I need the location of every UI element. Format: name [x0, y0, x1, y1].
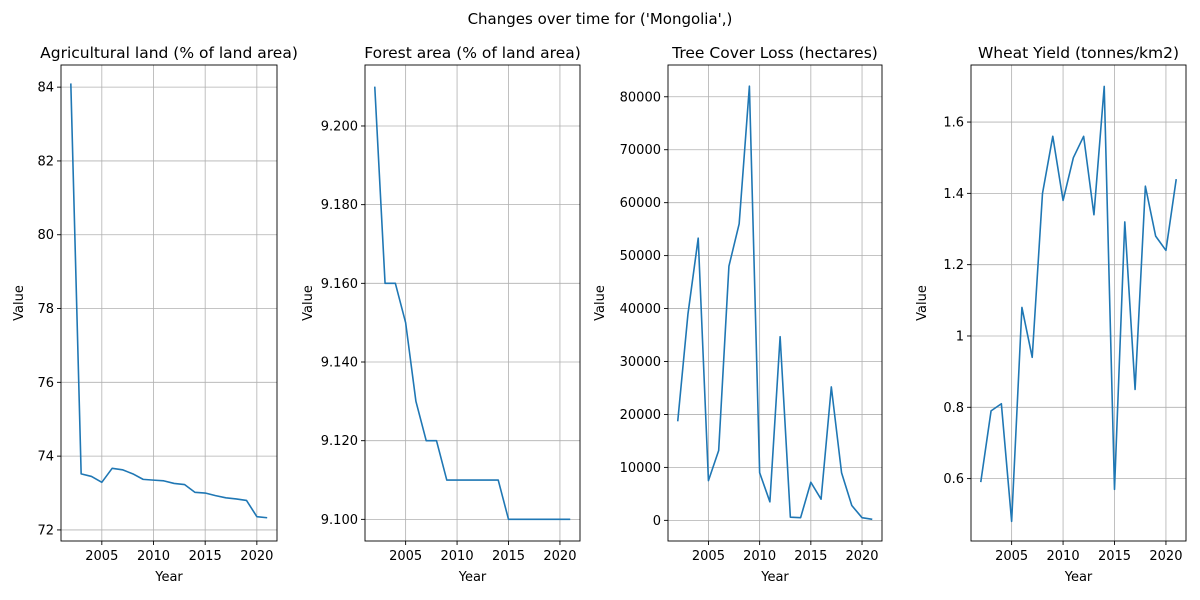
- y-tick-label: 9.160: [321, 277, 358, 292]
- y-tick-label: 9.100: [321, 513, 358, 528]
- y-tick-label: 9.200: [321, 119, 358, 134]
- subplot-title: Forest area (% of land area): [364, 44, 581, 62]
- x-tick-label: 2020: [240, 549, 273, 564]
- series-line: [979, 85, 1178, 523]
- y-axis-label: Value: [593, 285, 608, 321]
- series-line: [70, 83, 268, 519]
- subplots: 2005 2010 2015 2020 72 74 76 78 80 82 84 Agricultur…: [12, 44, 1187, 585]
- y-tick-label: 1.2: [943, 258, 964, 273]
- y-axis-label: Value: [301, 285, 316, 321]
- x-tick-label: 2005: [692, 549, 725, 564]
- y-tick-label: 1.6: [943, 116, 964, 131]
- gridlines: [61, 65, 277, 541]
- y-tick-label: 1: [956, 329, 964, 344]
- y-tick-label: 80000: [620, 90, 661, 105]
- axes-frame: [364, 64, 581, 542]
- x-tick-label: 2020: [845, 549, 878, 564]
- y-tick-label: 60000: [620, 196, 661, 211]
- y-tick-label: 30000: [620, 355, 661, 370]
- y-tick-label: 0: [653, 514, 661, 529]
- x-tick-label: 2005: [85, 549, 118, 564]
- y-tick-label: 9.120: [321, 434, 358, 449]
- subplot-2: 2005 2010 2015 2020 9.100 9.120 9.140 9.160 9.18…: [301, 44, 581, 585]
- x-tick-label: 2020: [1149, 549, 1182, 564]
- axes-frame: [970, 64, 1187, 542]
- axes-frame: [667, 64, 883, 542]
- y-tick-label: 40000: [620, 302, 661, 317]
- x-tick-label: 2010: [1047, 549, 1080, 564]
- y-axis-label: Value: [915, 285, 930, 321]
- subplot-3: 2005 2010 2015 2020 0 10000 20000 30000 40000 500…: [593, 44, 883, 585]
- subplot-title: Tree Cover Loss (hectares): [671, 44, 878, 62]
- y-tick-label: 0.6: [943, 472, 964, 487]
- y-tick-label: 78: [37, 302, 54, 317]
- y-tick-label: 80: [37, 228, 54, 243]
- x-tick-label: 2015: [794, 549, 827, 564]
- gridlines: [365, 65, 580, 541]
- x-tick-label: 2010: [743, 549, 776, 564]
- x-tick-label: 2015: [189, 549, 222, 564]
- series-line: [373, 86, 571, 521]
- axes-frame: [60, 64, 278, 542]
- y-tick-label: 10000: [620, 461, 661, 476]
- y-tick-label: 0.8: [943, 401, 964, 416]
- y-tick-label: 9.180: [321, 198, 358, 213]
- y-tick-label: 70000: [620, 143, 661, 158]
- series-line: [676, 85, 873, 521]
- y-tick-label: 9.140: [321, 356, 358, 371]
- y-tick-label: 20000: [620, 408, 661, 423]
- x-axis-label: Year: [760, 570, 789, 585]
- y-axis-label: Value: [12, 285, 27, 321]
- y-tick-label: 72: [37, 523, 54, 538]
- figure-suptitle: Changes over time for ('Mongolia',): [468, 10, 733, 28]
- subplot-1: 2005 2010 2015 2020 72 74 76 78 80 82 84 Agricultur…: [12, 44, 298, 585]
- gridlines: [668, 65, 882, 541]
- y-tick-label: 74: [37, 450, 54, 465]
- y-tick-label: 1.4: [943, 187, 964, 202]
- y-tick-label: 82: [37, 154, 54, 169]
- x-tick-label: 2005: [995, 549, 1028, 564]
- x-axis-label: Year: [1064, 570, 1093, 585]
- x-tick-label: 2010: [137, 549, 170, 564]
- subplot-title: Agricultural land (% of land area): [40, 44, 298, 62]
- x-axis-label: Year: [154, 570, 183, 585]
- x-tick-label: 2005: [389, 549, 422, 564]
- subplot-4: 2005 2010 2015 2020 0.6 0.8 1 1.2 1.4 1.6 Wheat Yi…: [915, 44, 1187, 585]
- x-tick-label: 2015: [492, 549, 525, 564]
- x-axis-label: Year: [458, 570, 487, 585]
- x-tick-label: 2015: [1098, 549, 1131, 564]
- y-tick-label: 76: [37, 376, 54, 391]
- x-tick-label: 2010: [441, 549, 474, 564]
- y-tick-label: 84: [37, 81, 54, 96]
- subplot-title: Wheat Yield (tonnes/km2): [978, 44, 1179, 62]
- gridlines: [971, 65, 1186, 541]
- y-tick-label: 50000: [620, 249, 661, 264]
- x-tick-label: 2020: [543, 549, 576, 564]
